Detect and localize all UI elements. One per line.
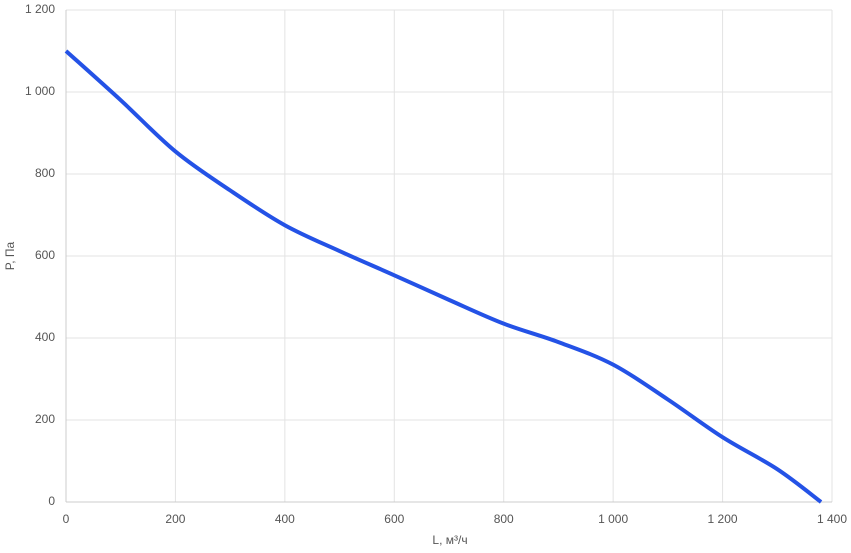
y-tick-label: 200 bbox=[35, 412, 55, 426]
y-tick-label: 1 000 bbox=[25, 84, 55, 98]
x-tick-label: 0 bbox=[63, 512, 70, 526]
y-axis-title: P, Па bbox=[3, 241, 17, 270]
x-tick-label: 1 200 bbox=[708, 512, 738, 526]
y-tick-label: 600 bbox=[35, 248, 55, 262]
x-tick-label: 1 000 bbox=[598, 512, 628, 526]
y-tick-label: 1 200 bbox=[25, 2, 55, 16]
x-tick-label: 800 bbox=[494, 512, 514, 526]
y-tick-label: 400 bbox=[35, 330, 55, 344]
x-axis-title: L, м³/ч bbox=[432, 533, 467, 547]
x-tick-label: 600 bbox=[384, 512, 404, 526]
x-tick-label: 200 bbox=[165, 512, 185, 526]
y-tick-label: 800 bbox=[35, 166, 55, 180]
x-tick-label: 400 bbox=[275, 512, 295, 526]
y-tick-label: 0 bbox=[48, 494, 55, 508]
data-line bbox=[64, 49, 823, 504]
x-tick-label: 1 400 bbox=[817, 512, 847, 526]
